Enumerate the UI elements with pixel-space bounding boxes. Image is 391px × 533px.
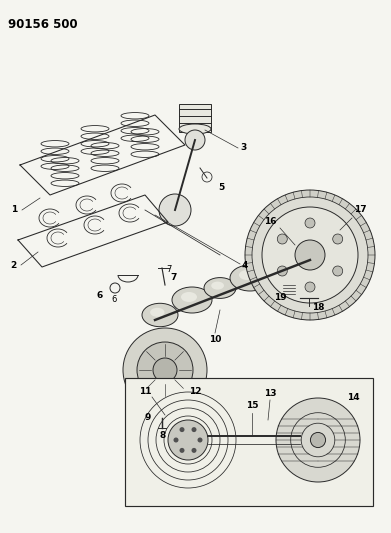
Text: 8: 8 <box>160 431 166 440</box>
Text: 9: 9 <box>145 414 151 423</box>
Circle shape <box>197 438 203 442</box>
Circle shape <box>277 234 287 244</box>
Text: 13: 13 <box>264 389 276 398</box>
Ellipse shape <box>181 292 197 302</box>
Circle shape <box>159 194 191 226</box>
Ellipse shape <box>204 278 236 298</box>
Text: 15: 15 <box>246 400 258 409</box>
Text: 90156 500: 90156 500 <box>8 18 78 31</box>
Circle shape <box>310 432 326 448</box>
Text: 3: 3 <box>240 143 246 152</box>
Text: 18: 18 <box>312 303 324 312</box>
Circle shape <box>185 130 205 150</box>
Text: 12: 12 <box>189 387 201 397</box>
Ellipse shape <box>291 249 319 267</box>
Circle shape <box>192 427 197 432</box>
Text: 5: 5 <box>218 183 224 192</box>
Text: 2: 2 <box>10 261 16 270</box>
Circle shape <box>305 218 315 228</box>
Ellipse shape <box>172 287 212 313</box>
Circle shape <box>277 266 287 276</box>
Ellipse shape <box>262 256 294 277</box>
Text: 11: 11 <box>139 387 151 397</box>
Ellipse shape <box>297 253 308 260</box>
Circle shape <box>295 240 325 270</box>
Circle shape <box>192 448 197 453</box>
Ellipse shape <box>179 124 211 134</box>
Circle shape <box>168 420 208 460</box>
Text: 7: 7 <box>166 265 171 274</box>
Circle shape <box>245 190 375 320</box>
Text: 6: 6 <box>97 290 103 300</box>
Text: 6: 6 <box>111 295 117 304</box>
Ellipse shape <box>211 281 224 289</box>
Bar <box>125 378 373 506</box>
Text: 7: 7 <box>170 273 176 282</box>
Circle shape <box>305 282 315 292</box>
Circle shape <box>333 234 343 244</box>
Circle shape <box>276 398 360 482</box>
Circle shape <box>123 328 207 412</box>
Text: 10: 10 <box>209 335 221 344</box>
Circle shape <box>333 266 343 276</box>
Text: 4: 4 <box>242 261 248 270</box>
Circle shape <box>262 207 358 303</box>
Ellipse shape <box>150 308 165 317</box>
Circle shape <box>174 438 179 442</box>
Text: 19: 19 <box>274 294 286 303</box>
Ellipse shape <box>269 261 282 269</box>
Text: 16: 16 <box>264 217 276 227</box>
Ellipse shape <box>239 270 255 280</box>
Text: 1: 1 <box>11 206 17 214</box>
Ellipse shape <box>230 265 270 291</box>
Circle shape <box>153 358 177 382</box>
Bar <box>179 104 211 132</box>
Circle shape <box>137 342 193 398</box>
Circle shape <box>179 448 185 453</box>
Ellipse shape <box>142 303 178 327</box>
Text: 14: 14 <box>347 393 359 402</box>
Text: 17: 17 <box>354 206 366 214</box>
Circle shape <box>252 197 368 313</box>
Circle shape <box>179 427 185 432</box>
